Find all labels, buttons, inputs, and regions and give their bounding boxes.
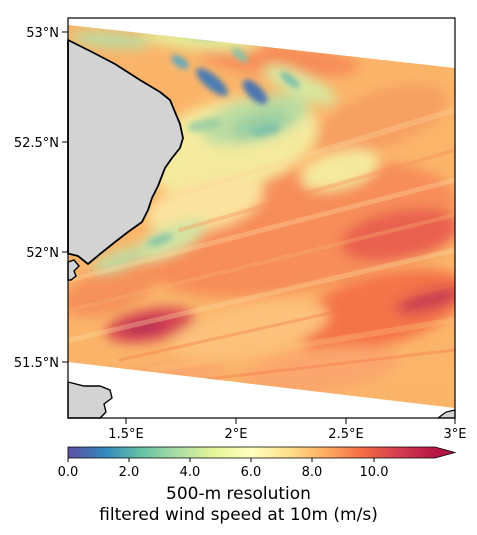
colorbar-tick-label: 8.0 [302,465,323,480]
land-england [67,39,184,265]
lat-tick-label: 52°N [26,246,59,261]
lat-tick-label: 52.5°N [14,136,59,151]
longitude-axis: 1.5°E 2°E 2.5°E 3°E [108,418,467,442]
colorbar-tick-label: 6.0 [241,465,262,480]
caption-line-variable: filtered wind speed at 10m (m/s) [99,505,378,525]
lon-tick-label: 2°E [225,427,248,442]
lon-tick-label: 1.5°E [108,427,143,442]
colorbar-tick-label: 2.0 [119,465,140,480]
caption-line-resolution: 500-m resolution [166,484,311,504]
colorbar-outline [67,446,457,459]
lon-tick-label: 3°E [444,427,467,442]
latitude-axis: 53°N 52.5°N 52°N 51.5°N [14,26,68,371]
lat-tick-label: 53°N [26,26,59,41]
colorbar-extend-arrow [435,447,455,458]
map-frame [67,17,456,419]
colorbar-caption: 500-m resolution filtered wind speed at … [0,484,477,526]
colorbar-tick-label: 0.0 [58,465,79,480]
colorbar: 0.0 2.0 4.0 6.0 8.0 10.0 [58,446,457,480]
lon-tick-label: 2.5°E [328,427,363,442]
lat-tick-label: 51.5°N [14,356,59,371]
colorbar-tick-label: 4.0 [180,465,201,480]
colorbar-tick-label: 10.0 [360,465,389,480]
colorbar-gradient [68,447,435,458]
